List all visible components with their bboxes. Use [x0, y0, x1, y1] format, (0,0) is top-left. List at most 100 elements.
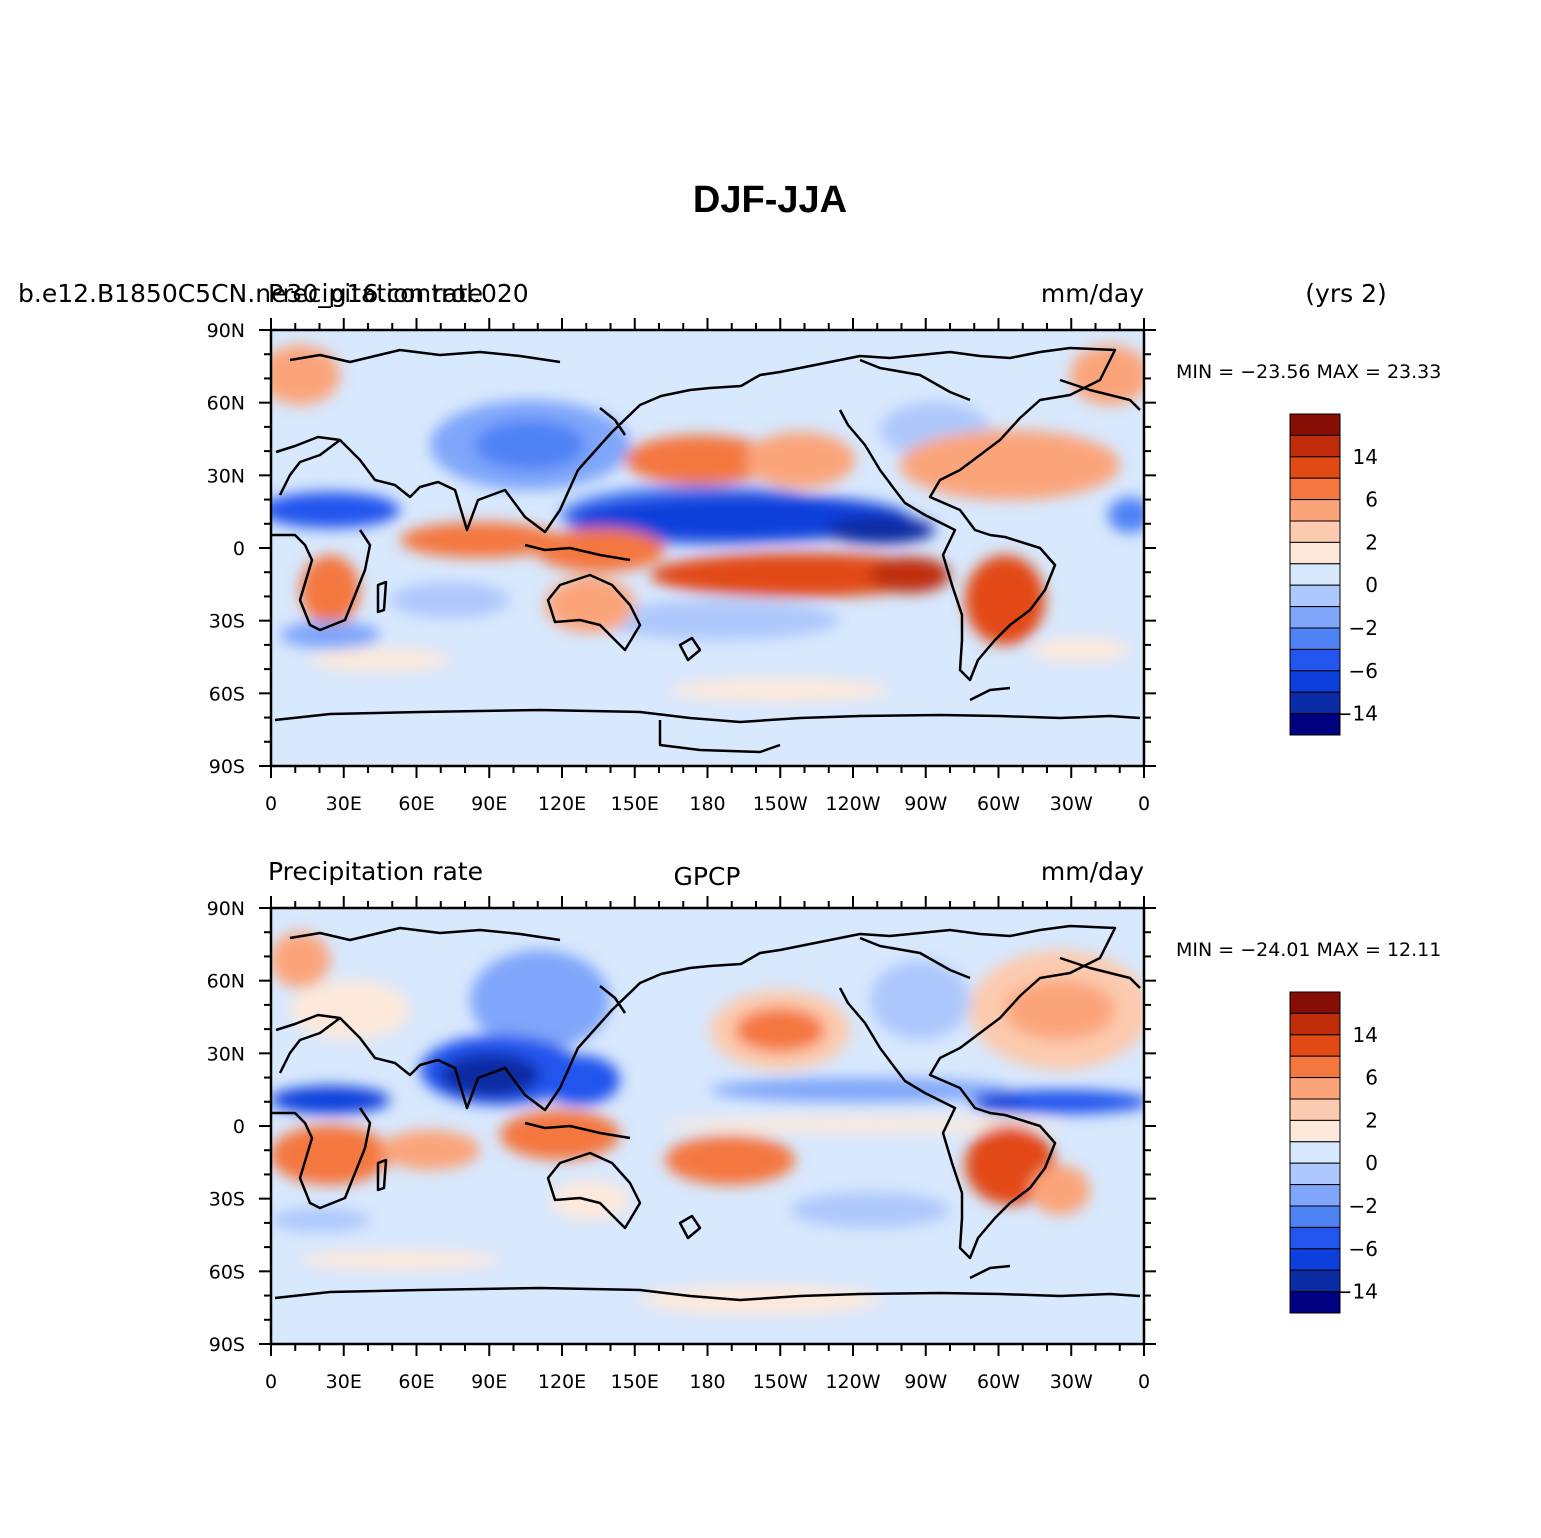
panel-model: b.e12.B1850C5CN.ne30_g16.control.020 Pre…: [18, 279, 1441, 766]
y-tick-label: 90N: [207, 898, 245, 920]
x-tick-label: 30W: [1050, 793, 1093, 815]
colorbar-box: [1289, 413, 1341, 436]
colorbar-box: [1289, 520, 1341, 543]
y-tick-label: 0: [233, 1116, 245, 1138]
units-label: mm/day: [1041, 279, 1144, 308]
min-max-label: MIN = −24.01 MAX = 12.11: [1176, 939, 1441, 961]
axes-panel-model: 0 30E 60E 90E 120E 150E 180 150W 120W 90W 60W 30W 09…: [207, 318, 1378, 815]
x-tick-label: 0: [265, 793, 277, 815]
colorbar-box: [1289, 477, 1341, 501]
years-label: (yrs 2): [1305, 279, 1386, 308]
colorbar-label: −6: [1349, 659, 1378, 683]
x-tick-label: 120W: [825, 1371, 880, 1393]
x-tick-label: 90W: [904, 793, 947, 815]
colorbar-box: [1289, 713, 1341, 736]
colorbar-label: −2: [1349, 616, 1378, 640]
y-tick-label: 90S: [209, 756, 245, 778]
colorbar-box: [1289, 1141, 1341, 1164]
y-tick-label: 90S: [209, 1334, 245, 1356]
x-tick-label: 150E: [611, 1371, 659, 1393]
colorbar-box: [1289, 1012, 1341, 1036]
x-tick-label: 0: [1138, 793, 1150, 815]
map-field: [271, 908, 1144, 1344]
x-tick-label: 120E: [538, 793, 586, 815]
x-tick-label: 120W: [825, 793, 880, 815]
colorbar-box: [1289, 1055, 1341, 1079]
colorbar-label: 6: [1365, 1066, 1378, 1090]
colorbar-label: 14: [1353, 1023, 1378, 1047]
colorbar-box: [1289, 434, 1341, 458]
colorbar-label: −14: [1336, 1280, 1378, 1304]
figure-title: DJF-JJA: [693, 179, 847, 221]
x-tick-label: 30E: [326, 793, 362, 815]
x-tick-label: 150E: [611, 793, 659, 815]
colorbar-label: 2: [1365, 1108, 1378, 1132]
axes-layer: 0 30E 60E 90E 120E 150E 180 150W 120W 90W 60W 30W 09…: [207, 318, 1378, 1393]
map-field: [271, 330, 1144, 766]
colorbar-box: [1289, 1119, 1341, 1143]
colorbar: 14 6 2 0 −2 −6 −14: [1289, 991, 1378, 1314]
x-tick-label: 0: [265, 1371, 277, 1393]
x-tick-label: 30E: [326, 1371, 362, 1393]
x-tick-label: 90E: [471, 793, 507, 815]
panel-obs: Precipitation rate GPCP mm/day MIN = −24…: [268, 857, 1441, 1344]
colorbar-box: [1289, 991, 1341, 1014]
colorbar-box: [1289, 541, 1341, 565]
units-label: mm/day: [1041, 857, 1144, 886]
x-tick-label: 90E: [471, 1371, 507, 1393]
colorbar-box: [1289, 499, 1341, 522]
variable-label: Precipitation rate: [268, 857, 483, 886]
colorbar-label: −2: [1349, 1194, 1378, 1218]
x-tick-label: 30W: [1050, 1371, 1093, 1393]
x-tick-label: 180: [689, 793, 725, 815]
y-tick-label: 60N: [207, 393, 245, 415]
colorbar-label: −6: [1349, 1237, 1378, 1261]
y-tick-label: 30S: [209, 611, 245, 633]
dataset-label: GPCP: [674, 862, 741, 891]
x-tick-label: 120E: [538, 1371, 586, 1393]
coastlines: [271, 346, 1141, 754]
y-tick-label: 30N: [207, 465, 245, 487]
y-tick-label: 30S: [209, 1189, 245, 1211]
colorbar-box: [1289, 1248, 1341, 1271]
colorbar-box: [1289, 456, 1341, 479]
y-tick-label: 60S: [209, 1261, 245, 1283]
x-tick-label: 60E: [398, 793, 434, 815]
y-tick-label: 60S: [209, 683, 245, 705]
precip-anomaly-field: [271, 932, 1144, 1315]
colorbar-box: [1289, 1162, 1341, 1186]
y-tick-label: 60N: [207, 971, 245, 993]
colorbar-box: [1289, 1184, 1341, 1207]
x-tick-label: 60W: [977, 1371, 1020, 1393]
colorbar-box: [1289, 648, 1341, 672]
colorbar-box: [1289, 670, 1341, 693]
coastlines: [271, 924, 1141, 1302]
colorbar-label: 0: [1365, 1151, 1378, 1175]
colorbar-label: 6: [1365, 488, 1378, 512]
colorbar-box: [1289, 691, 1341, 715]
colorbar-box: [1289, 1226, 1341, 1250]
colorbar-label: 0: [1365, 573, 1378, 597]
x-tick-label: 60W: [977, 793, 1020, 815]
x-tick-label: 0: [1138, 1371, 1150, 1393]
variable-label: Precipitation rate: [268, 279, 483, 308]
colorbar-box: [1289, 627, 1341, 650]
colorbar-box: [1289, 563, 1341, 586]
colorbar-box: [1289, 584, 1341, 608]
colorbar-box: [1289, 1098, 1341, 1121]
colorbar-label: −14: [1336, 702, 1378, 726]
colorbar-box: [1289, 1077, 1341, 1100]
x-tick-label: 180: [689, 1371, 725, 1393]
axes-panel-obs: 0 30E 60E 90E 120E 150E 180 150W 120W 90W 60W 30W 09…: [207, 896, 1378, 1393]
map-background: [271, 330, 1144, 766]
colorbar: 14 6 2 0 −2 −6 −14: [1289, 413, 1378, 736]
x-tick-label: 150W: [753, 793, 808, 815]
case-label: b.e12.B1850C5CN.ne30_g16.control.020: [18, 279, 529, 308]
colorbar-label: 2: [1365, 530, 1378, 554]
colorbar-box: [1289, 1205, 1341, 1228]
colorbar-box: [1289, 1291, 1341, 1314]
colorbar-label: 14: [1353, 445, 1378, 469]
colorbar-box: [1289, 606, 1341, 629]
y-tick-label: 30N: [207, 1043, 245, 1065]
